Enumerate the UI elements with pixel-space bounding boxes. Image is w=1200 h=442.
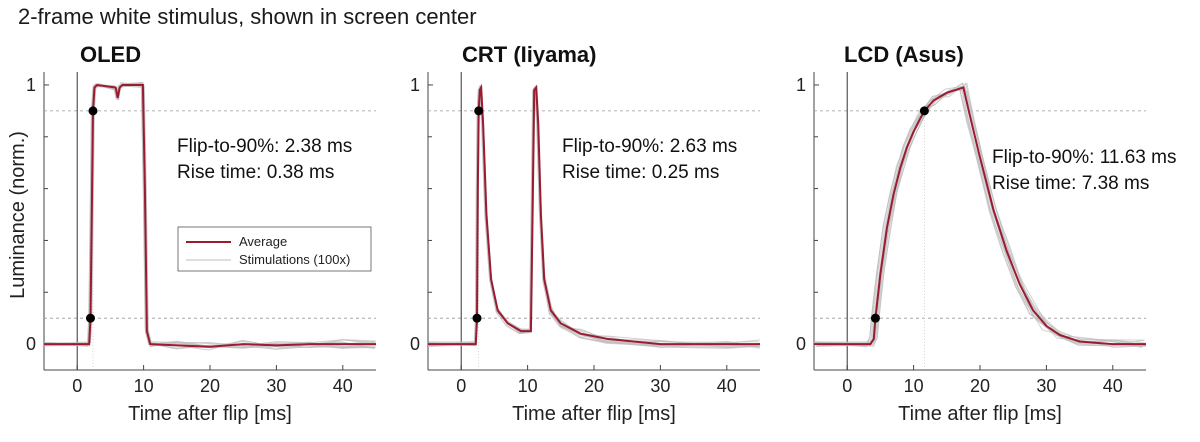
- x-tick-label-lcd: 30: [1036, 376, 1056, 396]
- stimulation-trace-lcd: [816, 82, 1146, 347]
- legend-average-label: Average: [239, 234, 287, 249]
- panel-title-oled: OLED: [80, 42, 141, 67]
- stimulation-traces-lcd: [814, 82, 1146, 348]
- legend-box: [177, 226, 372, 272]
- legend-stimulations-label: Stimulations (100x): [239, 252, 350, 267]
- x-tick-label-lcd: 0: [842, 376, 852, 396]
- stimulation-trace-lcd: [817, 82, 1146, 347]
- stimulation-trace-lcd: [814, 82, 1146, 347]
- legend: Average Stimulations (100x): [177, 226, 372, 272]
- figure-title: 2-frame white stimulus, shown in screen …: [18, 4, 477, 29]
- x-tick-label-oled: 0: [72, 376, 82, 396]
- x-tick-label-crt: 20: [584, 376, 604, 396]
- y-tick-label-crt: 1: [410, 75, 420, 95]
- threshold-marker-lcd: [919, 106, 929, 116]
- x-axis-label-oled: Time after flip [ms]: [128, 403, 292, 425]
- x-tick-label-crt: 30: [650, 376, 670, 396]
- y-tick-label-crt: 0: [410, 334, 420, 354]
- x-tick-label-oled: 30: [266, 376, 286, 396]
- threshold-marker-crt: [474, 106, 484, 116]
- stimulation-trace-oled: [44, 83, 376, 349]
- stimulation-trace-lcd: [815, 85, 1146, 346]
- panel-title-lcd: LCD (Asus): [844, 42, 964, 67]
- y-tick-label-lcd: 0: [796, 334, 806, 354]
- x-axis-label-crt: Time after flip [ms]: [512, 403, 676, 425]
- x-tick-label-lcd: 40: [1103, 376, 1123, 396]
- threshold-marker-oled: [88, 106, 98, 116]
- annotation-rise-oled: Rise time: 0.38 ms: [177, 162, 334, 183]
- annotation-rise-crt: Rise time: 0.25 ms: [562, 162, 719, 183]
- stimulation-trace-lcd: [814, 85, 1144, 346]
- x-tick-label-oled: 10: [134, 376, 154, 396]
- x-tick-label-crt: 40: [717, 376, 737, 396]
- annotation-rise-lcd: Rise time: 7.38 ms: [992, 173, 1149, 194]
- x-tick-label-oled: 20: [200, 376, 220, 396]
- annotation-flip-lcd: Flip-to-90%: 11.63 ms: [992, 147, 1176, 168]
- x-tick-label-crt: 0: [456, 376, 466, 396]
- annotation-flip-crt: Flip-to-90%: 2.63 ms: [562, 136, 737, 157]
- y-tick-label-oled: 1: [26, 75, 36, 95]
- stimulation-trace-oled: [45, 83, 376, 349]
- stimulation-trace-lcd: [817, 89, 1146, 347]
- stimulation-trace-lcd: [815, 86, 1146, 348]
- annotation-flip-oled: Flip-to-90%: 2.38 ms: [177, 136, 352, 157]
- average-line-lcd: [814, 86, 1146, 346]
- average-line-oled: [44, 83, 376, 348]
- x-tick-label-lcd: 10: [904, 376, 924, 396]
- threshold-marker-lcd: [870, 313, 880, 323]
- threshold-marker-crt: [472, 313, 482, 323]
- x-tick-label-crt: 10: [518, 376, 538, 396]
- threshold-marker-oled: [85, 313, 95, 323]
- panel-title-crt: CRT (Iiyama): [462, 42, 596, 67]
- stimulation-trace-lcd: [814, 82, 1146, 347]
- x-tick-label-lcd: 20: [970, 376, 990, 396]
- average-line-crt: [428, 83, 760, 346]
- stimulation-trace-crt: [428, 85, 759, 348]
- x-tick-label-oled: 40: [333, 376, 353, 396]
- y-axis-label: Luminance (norm.): [7, 131, 29, 299]
- stimulation-trace-lcd: [814, 85, 1145, 347]
- y-tick-label-lcd: 1: [796, 75, 806, 95]
- y-tick-label-oled: 0: [26, 334, 36, 354]
- x-axis-label-lcd: Time after flip [ms]: [898, 403, 1062, 425]
